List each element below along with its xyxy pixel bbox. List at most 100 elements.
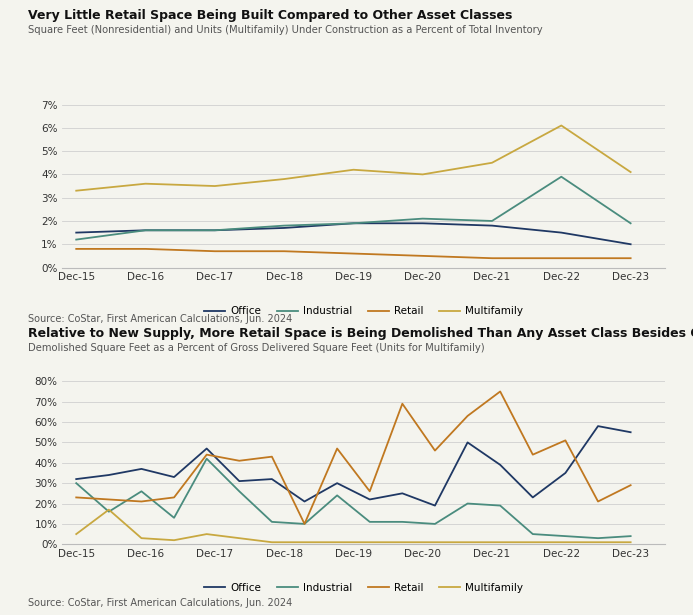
Line: Office: Office (76, 426, 631, 506)
Multifamily (137, 534, 146, 542)
Industrial (72, 480, 80, 487)
Retail (141, 245, 150, 253)
Multifamily (419, 171, 427, 178)
Line: Multifamily: Multifamily (76, 125, 631, 191)
Industrial (333, 492, 341, 499)
Retail (626, 255, 635, 262)
Text: Source: CoStar, First American Calculations, Jun. 2024: Source: CoStar, First American Calculati… (28, 598, 292, 608)
Office (496, 461, 505, 469)
Retail (72, 245, 80, 253)
Multifamily (488, 159, 496, 167)
Line: Industrial: Industrial (76, 459, 631, 538)
Industrial (141, 226, 150, 234)
Industrial (561, 533, 570, 540)
Retail (170, 494, 178, 501)
Multifamily (105, 506, 113, 514)
Legend: Office, Industrial, Retail, Multifamily: Office, Industrial, Retail, Multifamily (200, 579, 527, 597)
Multifamily (202, 530, 211, 538)
Office (529, 494, 537, 501)
Industrial (202, 455, 211, 462)
Line: Retail: Retail (76, 392, 631, 524)
Office (594, 423, 602, 430)
Office (366, 496, 374, 503)
Industrial (431, 520, 439, 528)
Retail (333, 445, 341, 452)
Industrial (267, 518, 276, 526)
Multifamily (366, 539, 374, 546)
Retail (431, 447, 439, 454)
Multifamily (398, 539, 407, 546)
Multifamily (561, 539, 570, 546)
Retail (561, 437, 570, 444)
Retail (419, 252, 427, 260)
Industrial (398, 518, 407, 526)
Industrial (496, 502, 505, 509)
Multifamily (211, 182, 219, 189)
Industrial (594, 534, 602, 542)
Multifamily (464, 539, 472, 546)
Industrial (137, 488, 146, 495)
Industrial (105, 508, 113, 515)
Office (280, 224, 288, 232)
Industrial (419, 215, 427, 223)
Office (398, 490, 407, 497)
Office (137, 465, 146, 472)
Office (561, 469, 570, 477)
Multifamily (170, 536, 178, 544)
Multifamily (529, 539, 537, 546)
Multifamily (594, 539, 602, 546)
Industrial (557, 173, 565, 180)
Office (170, 474, 178, 481)
Office (267, 475, 276, 483)
Office (235, 477, 243, 485)
Office (626, 429, 635, 436)
Retail (349, 250, 358, 257)
Multifamily (333, 539, 341, 546)
Text: Square Feet (Nonresidential) and Units (Multifamily) Under Construction as a Per: Square Feet (Nonresidential) and Units (… (28, 25, 543, 34)
Retail (105, 496, 113, 503)
Industrial (349, 220, 358, 227)
Line: Retail: Retail (76, 249, 631, 258)
Industrial (626, 533, 635, 540)
Industrial (211, 226, 219, 234)
Multifamily (280, 175, 288, 183)
Industrial (170, 514, 178, 522)
Industrial (366, 518, 374, 526)
Retail (626, 482, 635, 489)
Multifamily (349, 166, 358, 173)
Industrial (72, 236, 80, 244)
Industrial (464, 500, 472, 507)
Office (488, 222, 496, 229)
Multifamily (72, 530, 80, 538)
Retail (267, 453, 276, 461)
Multifamily (267, 539, 276, 546)
Office (419, 220, 427, 227)
Office (72, 475, 80, 483)
Multifamily (141, 180, 150, 188)
Industrial (300, 520, 308, 528)
Multifamily (72, 187, 80, 194)
Industrial (529, 530, 537, 538)
Retail (594, 498, 602, 505)
Line: Office: Office (76, 223, 631, 244)
Office (300, 498, 308, 505)
Retail (300, 520, 308, 528)
Office (211, 226, 219, 234)
Retail (280, 248, 288, 255)
Office (72, 229, 80, 236)
Multifamily (235, 534, 243, 542)
Office (333, 480, 341, 487)
Retail (398, 400, 407, 407)
Text: Very Little Retail Space Being Built Compared to Other Asset Classes: Very Little Retail Space Being Built Com… (28, 9, 512, 22)
Retail (235, 457, 243, 464)
Retail (557, 255, 565, 262)
Retail (529, 451, 537, 458)
Multifamily (431, 539, 439, 546)
Line: Multifamily: Multifamily (76, 510, 631, 542)
Office (202, 445, 211, 452)
Office (141, 226, 150, 234)
Industrial (280, 222, 288, 229)
Text: Demolished Square Feet as a Percent of Gross Delivered Square Feet (Units for Mu: Demolished Square Feet as a Percent of G… (28, 343, 484, 352)
Text: Relative to New Supply, More Retail Space is Being Demolished Than Any Asset Cla: Relative to New Supply, More Retail Spac… (28, 327, 693, 340)
Multifamily (300, 539, 308, 546)
